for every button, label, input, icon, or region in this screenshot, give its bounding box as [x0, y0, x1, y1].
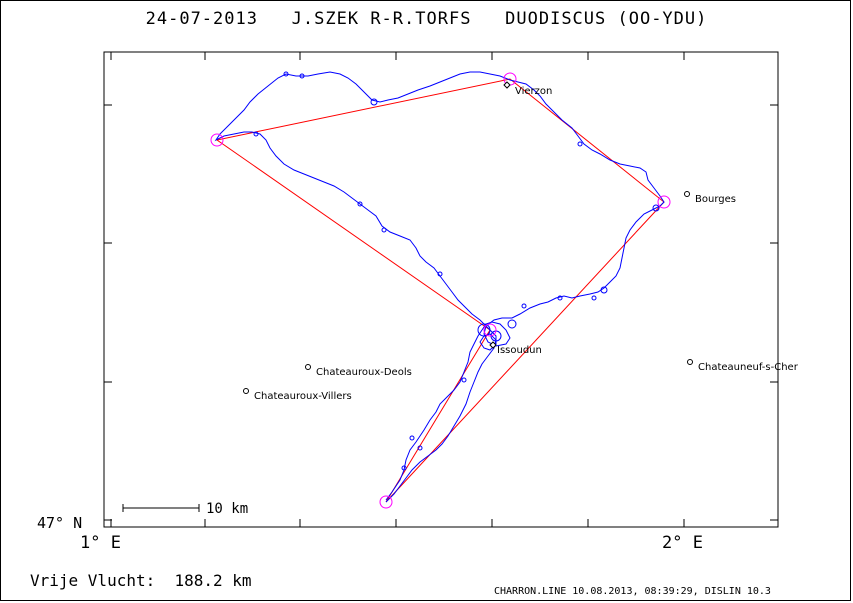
place-marker-chateauroux-villers: [243, 388, 249, 394]
footer-info: CHARRON.LINE 10.08.2013, 08:39:29, DISLI…: [494, 586, 771, 597]
scale-bar-label: 10 km: [206, 501, 248, 517]
longitude-right-label: 2° E: [662, 533, 703, 553]
turnpoint-bourges-marker: [657, 195, 671, 209]
place-label-chateauroux-villers: Chateauroux-Villers: [254, 391, 352, 402]
place-label-bourges: Bourges: [695, 194, 736, 205]
flight-track-line: [214, 71, 665, 503]
turnpoint-south-marker: [379, 495, 393, 509]
scale-bar: [122, 504, 200, 512]
turnpoint-west-marker: [210, 133, 224, 147]
plot-border: [103, 51, 779, 528]
place-label-vierzon: Vierzon: [515, 86, 552, 97]
place-label-chateauroux-deols: Chateauroux-Deols: [316, 367, 412, 378]
place-marker-chateauroux-deols: [305, 364, 311, 370]
task-route-line: [215, 78, 665, 503]
flight-distance-text: Vrije Vlucht: 188.2 km: [30, 571, 252, 590]
place-marker-vierzon: [503, 81, 511, 89]
place-marker-chateauneuf-s-cher: [687, 359, 693, 365]
place-marker-issoudun: [489, 341, 497, 349]
place-marker-bourges: [684, 191, 690, 197]
place-label-issoudun: Issoudun: [497, 345, 542, 356]
thermal-circles: [253, 71, 660, 471]
turnpoint-issoudun-marker: [483, 323, 497, 337]
latitude-label: 47° N: [37, 514, 83, 532]
axis-ticks: [104, 52, 778, 527]
map-title: 24-07-2013 J.SZEK R-R.TORFS DUODISCUS (O…: [145, 9, 708, 29]
longitude-left-label: 1° E: [80, 533, 121, 553]
place-label-chateauneuf-s-cher: Chateauneuf-s-Cher: [698, 362, 799, 373]
